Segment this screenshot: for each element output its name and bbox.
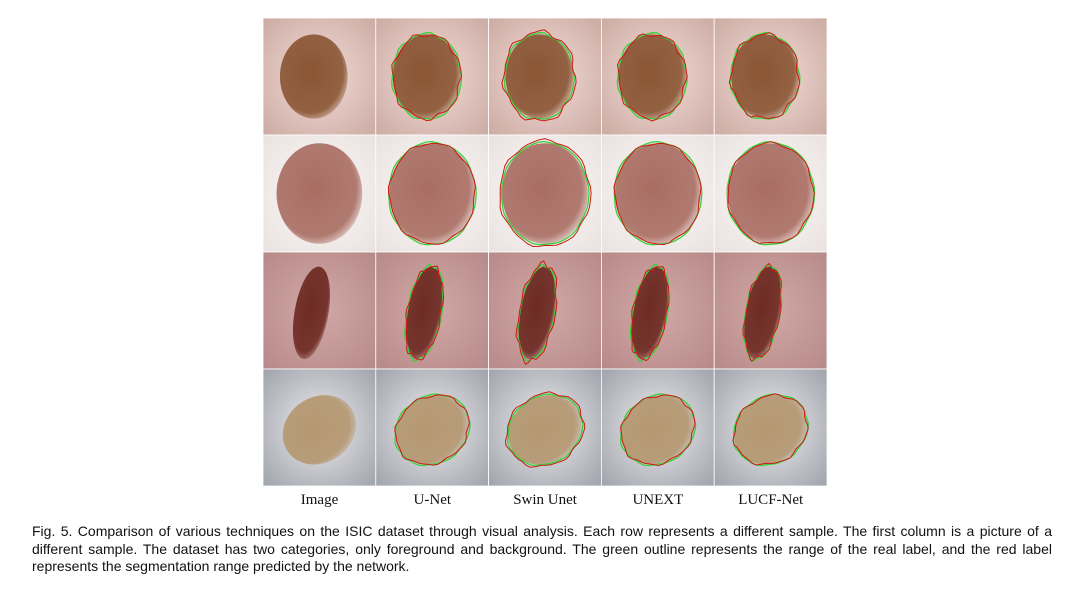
sample-image <box>263 368 377 486</box>
sample-image <box>600 251 715 370</box>
sample-image <box>713 251 827 370</box>
ground-truth-outline <box>404 264 444 362</box>
lesion <box>727 143 814 244</box>
lesion <box>744 266 782 360</box>
figure-grid <box>263 18 827 486</box>
figure-caption: Fig. 5. Comparison of various techniques… <box>32 523 1052 574</box>
prediction-outline <box>613 143 702 246</box>
prediction-outline <box>504 391 586 468</box>
lesion <box>282 395 357 465</box>
sample-image <box>375 18 490 136</box>
ground-truth-outline <box>742 264 783 362</box>
prediction-outline <box>387 142 476 245</box>
lesion <box>631 266 669 360</box>
ground-truth-outline <box>629 264 670 362</box>
prediction-outline <box>501 29 577 122</box>
lesion <box>276 143 363 244</box>
sample-image <box>375 251 490 370</box>
prediction-outline <box>499 138 592 248</box>
prediction-outline <box>727 141 815 244</box>
sample-image <box>375 368 490 486</box>
sample-image <box>600 368 715 486</box>
lesion <box>618 34 686 119</box>
column-label: UNEXT <box>632 492 684 508</box>
sample-image <box>488 18 602 136</box>
prediction-outline <box>616 33 688 122</box>
prediction-outline <box>732 393 809 466</box>
prediction-outline <box>515 260 558 366</box>
prediction-outline <box>391 34 462 122</box>
lesion <box>505 34 574 119</box>
ground-truth-outline <box>394 393 471 467</box>
lesion <box>731 34 799 119</box>
sample-image <box>375 134 490 253</box>
sample-image <box>263 134 377 253</box>
lesion <box>502 143 588 244</box>
lesion <box>518 266 556 360</box>
lesion <box>733 395 808 465</box>
lesion <box>292 266 331 360</box>
sample-image <box>263 251 377 370</box>
sample-image <box>488 251 602 370</box>
column-label: Swin Unet <box>513 492 577 508</box>
sample-image <box>713 134 827 253</box>
sample-image <box>600 18 715 136</box>
lesion <box>614 143 701 244</box>
sample-image <box>713 368 827 486</box>
lesion <box>389 143 476 244</box>
prediction-outline <box>631 266 670 362</box>
lesion <box>392 34 461 119</box>
ground-truth-outline <box>616 32 688 120</box>
lesion <box>621 395 695 465</box>
prediction-outline <box>742 262 782 362</box>
prediction-outline <box>620 394 696 467</box>
ground-truth-outline <box>516 264 557 362</box>
lesion <box>279 34 348 119</box>
ground-truth-outline <box>500 140 590 246</box>
lesion <box>395 395 469 465</box>
ground-truth-outline <box>507 393 584 467</box>
lesion <box>405 266 443 360</box>
prediction-outline <box>728 32 801 119</box>
sample-image <box>263 18 377 136</box>
sample-image <box>713 18 827 136</box>
lesion <box>508 395 582 465</box>
prediction-outline <box>405 265 445 361</box>
column-label: Image <box>300 492 339 508</box>
prediction-outline <box>394 394 470 466</box>
column-label: LUCF-Net <box>738 492 804 508</box>
column-label: U-Net <box>413 492 452 508</box>
sample-image <box>488 368 602 486</box>
sample-image <box>488 134 602 253</box>
sample-image <box>600 134 715 253</box>
ground-truth-outline <box>391 32 463 120</box>
